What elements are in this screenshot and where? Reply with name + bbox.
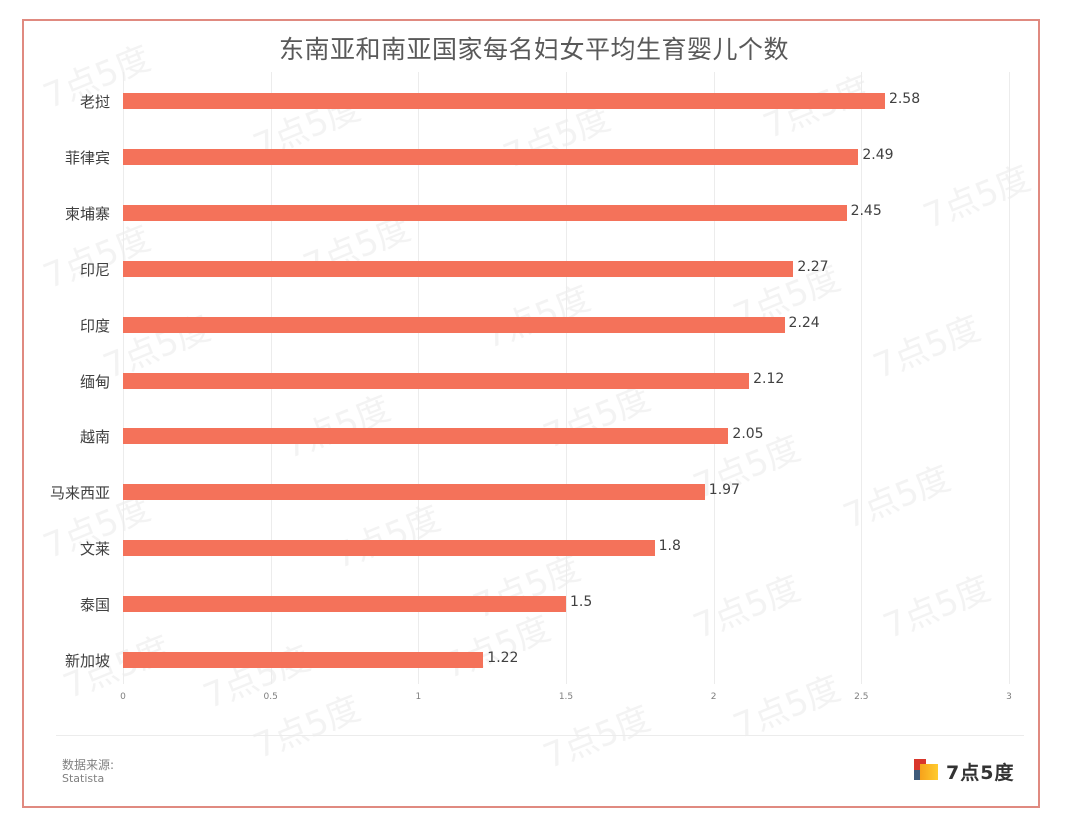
category-label: 缅甸	[79, 372, 110, 391]
bar	[123, 204, 847, 221]
bar	[123, 596, 566, 613]
source-label: 数据来源:	[62, 758, 115, 772]
gridline	[1009, 72, 1010, 684]
logo-text: 7点5度	[946, 761, 1015, 784]
bar-value-label: 1.5	[570, 594, 593, 611]
category-label: 越南	[79, 428, 110, 447]
category-label: 新加坡	[64, 652, 110, 670]
bar-value-label: 1.97	[708, 482, 740, 499]
gridline	[861, 72, 863, 684]
x-tick-label: 3	[1006, 692, 1012, 702]
category-label: 文莱	[79, 540, 110, 559]
bar-value-label: 2.58	[888, 91, 921, 107]
bar-value-label: 2.27	[797, 258, 829, 275]
bar	[123, 428, 729, 445]
x-tick-label: 0	[120, 692, 126, 702]
category-label: 印度	[79, 316, 110, 335]
bar	[123, 372, 750, 389]
brand-logo: 7点5度	[914, 757, 1014, 785]
bar	[123, 652, 484, 668]
bar	[123, 93, 885, 109]
plot-area: 2.58 2.49 2.45 2.27 2.24 2.12 2.05 1.97 1.8 1.5 1.…	[123, 72, 1010, 684]
bar-value-label: 2.45	[850, 202, 882, 219]
bar-value-label: 1.8	[658, 538, 681, 555]
x-tick-label: 1.5	[558, 692, 574, 702]
category-label: 马来西亚	[49, 484, 110, 503]
footer-divider	[56, 735, 1024, 736]
bar-value-label: 2.12	[753, 370, 785, 387]
x-tick-label: 2.5	[854, 692, 869, 702]
chart-title: 东南亚和南亚国家每名妇女平均生育婴儿个数	[278, 35, 789, 64]
bar	[123, 260, 794, 277]
category-label: 老挝	[79, 93, 110, 111]
category-label: 柬埔寨	[64, 204, 110, 223]
source-value: Statista	[62, 772, 105, 785]
x-tick-label: 1	[415, 692, 422, 702]
bar	[123, 148, 859, 165]
bar-value-label: 2.05	[732, 426, 764, 443]
bar	[123, 316, 785, 333]
bar-value-label: 1.22	[487, 650, 519, 666]
x-tick-label: 2	[710, 692, 717, 702]
logo-mark-icon	[914, 759, 940, 783]
category-label: 印尼	[79, 260, 110, 279]
bar-value-label: 2.49	[862, 146, 894, 163]
category-label: 菲律宾	[64, 148, 110, 167]
bar	[123, 484, 705, 501]
category-label: 泰国	[79, 596, 110, 615]
bar	[123, 540, 655, 557]
bar-value-label: 2.24	[788, 314, 820, 331]
x-tick-label: 0.5	[263, 692, 278, 702]
